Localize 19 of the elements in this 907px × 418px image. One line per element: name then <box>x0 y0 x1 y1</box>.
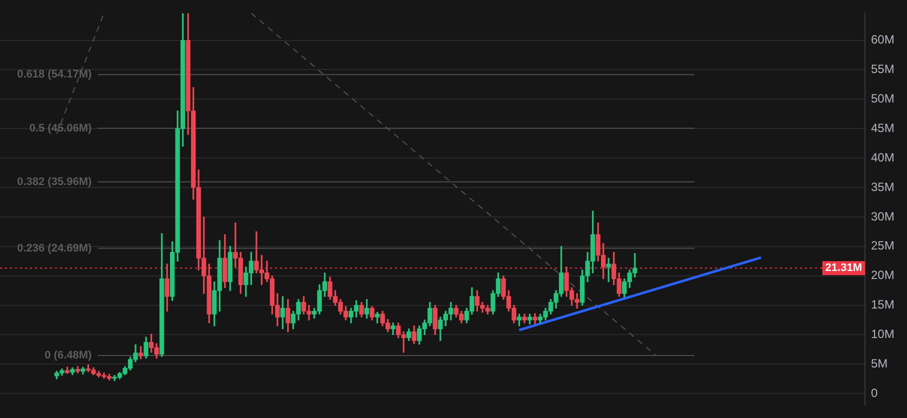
ref-line-label: 21.31M <box>825 262 862 274</box>
y-tick-label: 60M <box>871 32 894 47</box>
y-tick-label: 20M <box>871 268 894 282</box>
ref-line-label: 0.5 (45.06M) <box>29 122 92 134</box>
y-tick-label: 55M <box>871 62 894 76</box>
ref-line-label: 0.382 (35.96M) <box>17 176 92 188</box>
y-tick-label: 0 <box>871 386 878 400</box>
ref-line-label: 0.618 (54.17M) <box>17 68 92 81</box>
y-tick-label: 10M <box>871 327 894 342</box>
y-tick-label: 50M <box>871 91 894 106</box>
y-tick-label: 40M <box>871 150 894 164</box>
y-tick-label: 30M <box>871 209 894 224</box>
y-tick-label: 5M <box>871 356 888 370</box>
ref-line-label: 0.236 (24.69M) <box>17 242 92 254</box>
y-tick-label: 25M <box>871 238 894 253</box>
y-tick-label: 15M <box>871 298 894 312</box>
y-tick-label: 45M <box>871 120 894 135</box>
y-tick-label: 35M <box>871 180 894 194</box>
ref-line-label: 0 (6.48M) <box>44 349 92 362</box>
